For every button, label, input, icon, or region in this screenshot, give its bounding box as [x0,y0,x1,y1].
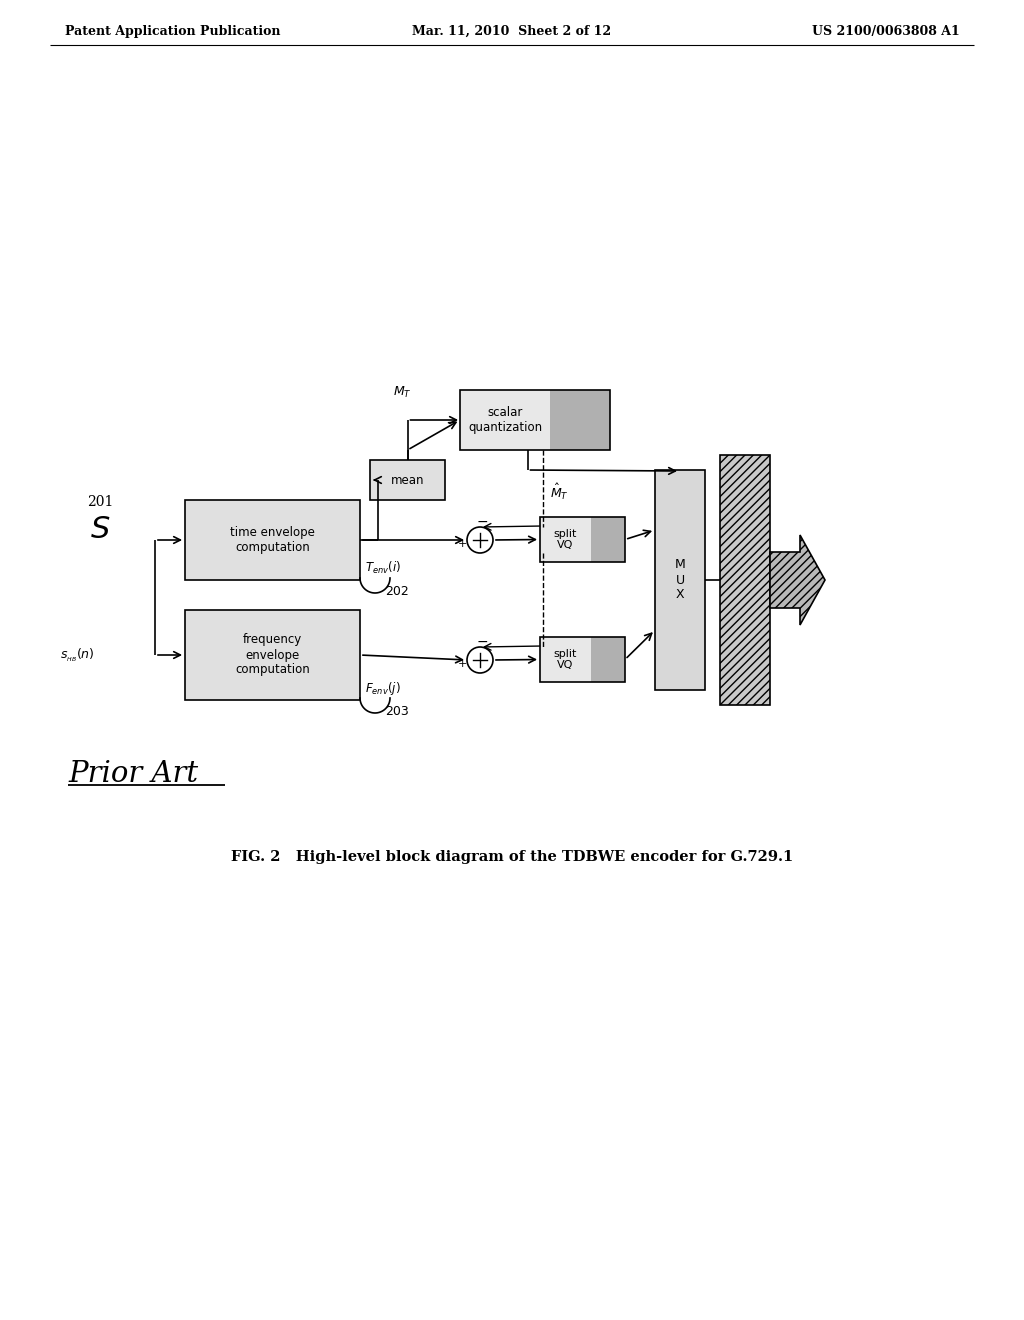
Text: −: − [476,515,487,529]
Text: 203: 203 [385,705,409,718]
Bar [460,389,610,450]
Bar [540,638,591,682]
Text: split
VQ: split VQ [554,648,578,671]
Text: +: + [458,659,467,669]
Bar [540,517,591,562]
Bar [591,517,625,562]
Text: $\hat{M}_T$: $\hat{M}_T$ [551,482,569,502]
Circle shape [467,527,493,553]
Circle shape [467,647,493,673]
Text: −: − [476,635,487,649]
Text: mean: mean [391,474,424,487]
Text: Patent Application Publication: Patent Application Publication [65,25,281,38]
Polygon shape [770,535,825,624]
Text: scalar
quantization: scalar quantization [468,407,542,434]
Text: US 2100/0063808 A1: US 2100/0063808 A1 [812,25,961,38]
Text: Prior Art: Prior Art [68,760,198,788]
Bar [591,638,625,682]
Text: $\mathit{S}$: $\mathit{S}$ [90,516,111,544]
Text: M
U
X: M U X [675,558,685,602]
Text: split
VQ: split VQ [554,529,578,550]
Bar [185,610,360,700]
Text: $M_T$: $M_T$ [393,385,412,400]
Bar [540,517,625,562]
Text: +: + [458,539,467,549]
Bar [720,455,770,705]
Text: 202: 202 [385,585,409,598]
Text: $F_{env}(j)$: $F_{env}(j)$ [365,680,400,697]
Text: $s_{_{HB}}(n)$: $s_{_{HB}}(n)$ [60,647,95,664]
Text: 201: 201 [87,495,114,510]
Text: FIG. 2   High-level block diagram of the TDBWE encoder for G.729.1: FIG. 2 High-level block diagram of the T… [230,850,794,865]
Bar [185,500,360,579]
Text: time envelope
computation: time envelope computation [230,525,315,554]
Bar [370,459,445,500]
Text: $T_{env}(i)$: $T_{env}(i)$ [365,560,401,576]
Bar [460,389,550,450]
Bar [540,638,625,682]
Text: Mar. 11, 2010  Sheet 2 of 12: Mar. 11, 2010 Sheet 2 of 12 [413,25,611,38]
Bar [655,470,705,690]
Bar [550,389,610,450]
Text: frequency
envelope
computation: frequency envelope computation [236,634,310,676]
